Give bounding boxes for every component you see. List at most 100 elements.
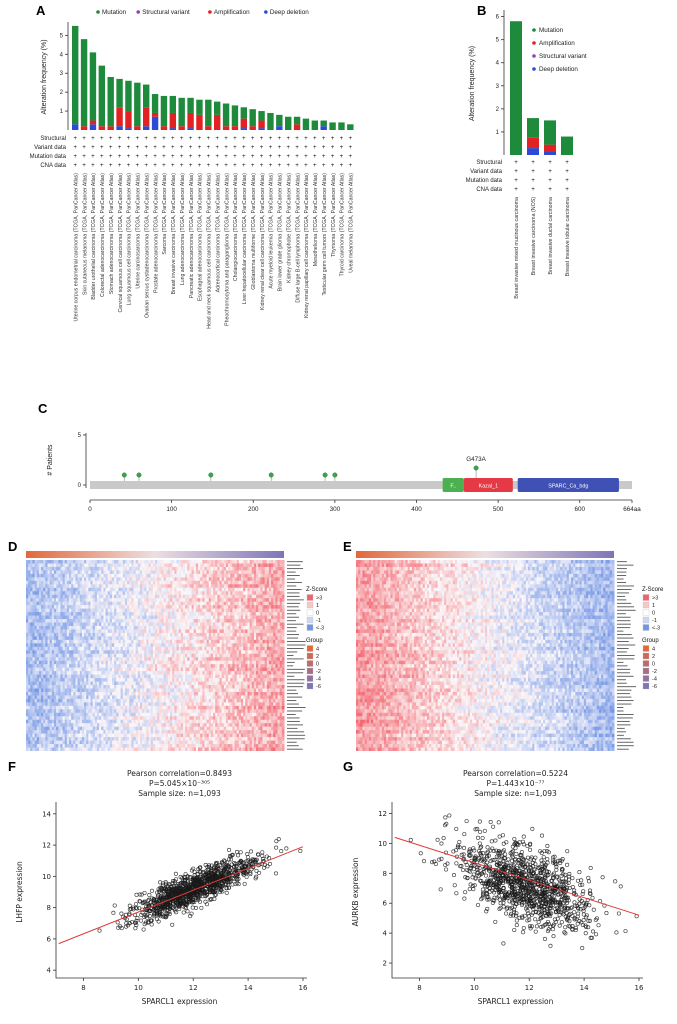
svg-text:+: +: [153, 144, 157, 151]
svg-text:+: +: [531, 186, 535, 193]
panel-label-d: D: [8, 539, 18, 554]
svg-text:+: +: [295, 153, 299, 160]
svg-text:+: +: [313, 135, 317, 142]
svg-text:2: 2: [652, 654, 655, 660]
svg-text:Amplification: Amplification: [539, 40, 575, 47]
svg-text:+: +: [565, 159, 569, 166]
svg-text:+: +: [118, 135, 122, 142]
svg-text:Breast invasive mixed mucinous: Breast invasive mixed mucinous carcinoma: [514, 197, 520, 299]
svg-text:-1: -1: [316, 618, 321, 624]
svg-text:-2: -2: [316, 669, 321, 675]
panel-e-heatmap: Z-Score >3 1 0 -1 <-3 Group 4 2 0 -2 -4 -6: [344, 545, 676, 760]
panel-b-breast-subtype-barchart: 1 2 3 4 5 6 Alteration frequency (%) Mutation Am…: [466, 10, 587, 299]
svg-text:5: 5: [60, 33, 64, 39]
svg-text:+: +: [224, 144, 228, 151]
svg-text:+: +: [198, 144, 202, 151]
svg-text:+: +: [198, 153, 202, 160]
svg-text:+: +: [207, 153, 211, 160]
svg-text:Structural variant: Structural variant: [142, 9, 190, 16]
svg-text:+: +: [82, 135, 86, 142]
svg-text:300: 300: [330, 506, 341, 513]
svg-text:+: +: [304, 153, 308, 160]
svg-text:+: +: [189, 153, 193, 160]
svg-text:+: +: [162, 162, 166, 169]
svg-text:+: +: [109, 162, 113, 169]
svg-text:+: +: [304, 162, 308, 169]
svg-text:+: +: [295, 144, 299, 151]
svg-text:+: +: [349, 153, 353, 160]
svg-text:+: +: [286, 153, 290, 160]
svg-text:+: +: [548, 168, 552, 175]
svg-text:+: +: [322, 135, 326, 142]
svg-text:+: +: [118, 144, 122, 151]
svg-text:+: +: [251, 144, 255, 151]
svg-text:664aa: 664aa: [623, 506, 641, 513]
svg-text:Cholangiocarcinoma (TCGA, PanC: Cholangiocarcinoma (TCGA, PanCancer Atla…: [233, 173, 239, 281]
svg-text:2: 2: [60, 90, 64, 96]
svg-text:1: 1: [60, 109, 64, 115]
svg-text:+: +: [286, 144, 290, 151]
svg-text:+: +: [180, 144, 184, 151]
svg-text:+: +: [162, 135, 166, 142]
svg-text:200: 200: [248, 506, 259, 513]
svg-text:+: +: [531, 159, 535, 166]
svg-text:0: 0: [316, 662, 319, 668]
svg-text:+: +: [189, 135, 193, 142]
svg-text:+: +: [278, 162, 282, 169]
svg-text:+: +: [73, 135, 77, 142]
svg-text:+: +: [251, 135, 255, 142]
svg-text:+: +: [260, 153, 264, 160]
svg-text:+: +: [340, 135, 344, 142]
panel-c-mutation-lollipop-plot: # Patients 0 5 F.. Kazal_1 SPARC_Ca_bdg G473A 0…: [47, 433, 641, 513]
panel-d-heatmap-canvas: [26, 551, 308, 751]
svg-text:Structural: Structural: [40, 136, 66, 142]
svg-text:Colorectal adenocarcinoma (TCG: Colorectal adenocarcinoma (TCGA, PanCanc…: [100, 173, 106, 297]
svg-text:+: +: [224, 135, 228, 142]
svg-text:+: +: [171, 144, 175, 151]
svg-text:Breast invasive lobular carcin: Breast invasive lobular carcinoma: [565, 197, 571, 276]
svg-text:+: +: [153, 162, 157, 169]
svg-text:Kazal_1: Kazal_1: [479, 484, 498, 490]
svg-text:Ovarian serous cystadenocarcin: Ovarian serous cystadenocarcinoma (TCGA,…: [144, 173, 150, 318]
svg-text:+: +: [233, 162, 237, 169]
svg-text:2: 2: [316, 654, 319, 660]
svg-text:+: +: [295, 135, 299, 142]
svg-text:# Patients: # Patients: [47, 444, 54, 476]
svg-text:Group: Group: [306, 638, 323, 644]
svg-text:+: +: [548, 177, 552, 184]
svg-text:+: +: [153, 135, 157, 142]
svg-text:Group: Group: [642, 638, 659, 644]
panel-label-e: E: [343, 539, 352, 554]
svg-text:+: +: [331, 162, 335, 169]
svg-text:+: +: [82, 162, 86, 169]
svg-text:+: +: [118, 162, 122, 169]
svg-text:+: +: [82, 153, 86, 160]
svg-text:+: +: [260, 144, 264, 151]
svg-text:+: +: [251, 162, 255, 169]
svg-text:Breast invasive carcinoma (TCG: Breast invasive carcinoma (TCGA, PanCanc…: [171, 173, 177, 295]
panel-label-b: B: [477, 3, 487, 18]
svg-text:4: 4: [60, 52, 64, 58]
svg-text:600: 600: [575, 506, 586, 513]
svg-text:0: 0: [78, 483, 82, 489]
panel-e-heatmap-canvas: [356, 551, 638, 751]
svg-text:CNA data: CNA data: [40, 163, 66, 169]
svg-text:0: 0: [652, 611, 655, 617]
svg-text:Deep deletion: Deep deletion: [270, 9, 309, 16]
svg-text:+: +: [73, 162, 77, 169]
svg-text:Cervical squamous cell carcino: Cervical squamous cell carcinoma (TCGA, …: [118, 173, 124, 313]
svg-text:+: +: [331, 135, 335, 142]
svg-text:+: +: [162, 144, 166, 151]
svg-text:Deep deletion: Deep deletion: [539, 66, 578, 73]
svg-text:+: +: [251, 153, 255, 160]
svg-text:+: +: [349, 162, 353, 169]
svg-text:-6: -6: [316, 684, 321, 690]
svg-text:+: +: [109, 135, 113, 142]
svg-text:3: 3: [496, 84, 500, 90]
svg-text:Liver hepatocellular carcinoma: Liver hepatocellular carcinoma (TCGA, Pa…: [242, 173, 248, 304]
svg-text:Adrenocortical carcinoma (TCGA: Adrenocortical carcinoma (TCGA, PanCance…: [215, 173, 221, 293]
svg-text:+: +: [136, 135, 140, 142]
svg-text:+: +: [242, 153, 246, 160]
svg-text:Thymoma (TCGA, PanCancer Atlas: Thymoma (TCGA, PanCancer Atlas): [331, 173, 337, 257]
svg-text:Sarcoma (TCGA, PanCancer Atlas: Sarcoma (TCGA, PanCancer Atlas): [162, 173, 168, 255]
